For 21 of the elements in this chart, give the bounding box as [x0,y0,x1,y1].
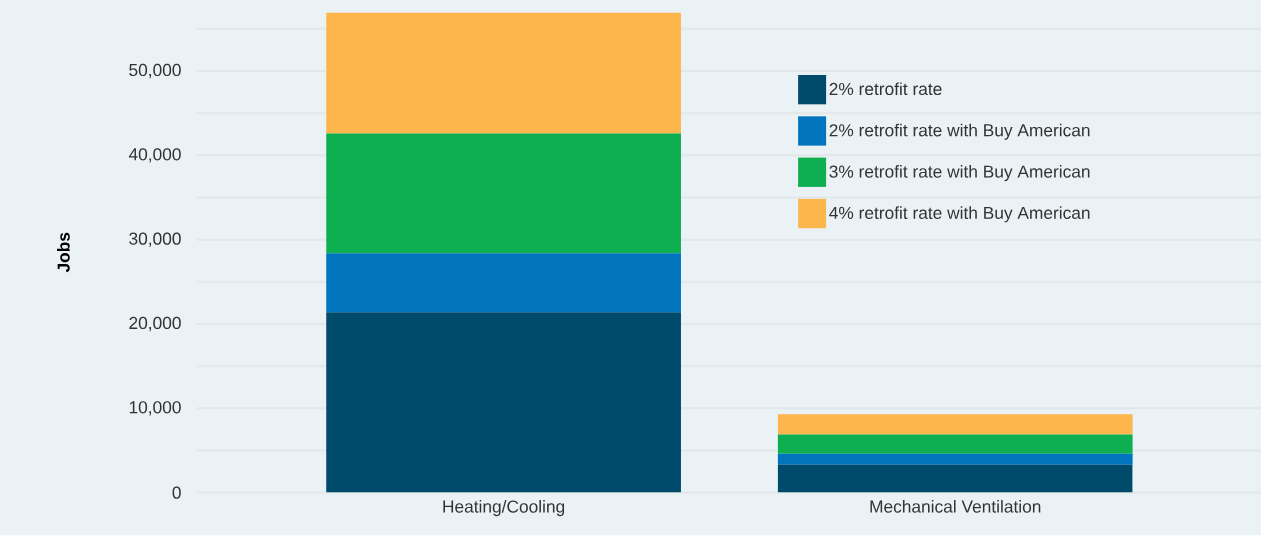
bar [777,434,1133,455]
bar [326,312,681,493]
bar [777,414,1133,435]
legend-label: 3% retrofit rate with Buy American [829,165,1090,182]
y-tick-label: 40,000 [128,148,181,163]
bar [326,133,681,254]
y-tick-label: 0 [172,486,181,499]
y-tick-label: 20,000 [129,317,181,332]
y-tick-label: 50,000 [129,64,181,79]
x-tick-label: Heating/Cooling [443,500,565,517]
legend-label: 4% retrofit rate with Buy American [829,206,1090,223]
bar [777,464,1133,493]
bar [326,253,681,313]
bar [777,454,1133,465]
y-axis-title: Jobs [57,233,70,273]
y-tick-label: 30,000 [129,232,181,248]
legend-label: 2% retrofit rate [829,82,942,96]
bar [326,13,681,134]
y-tick-label: 10,000 [129,401,181,416]
legend-label: 2% retrofit rate with Buy American [829,123,1090,141]
x-tick-label: Mechanical Ventilation [870,500,1041,513]
